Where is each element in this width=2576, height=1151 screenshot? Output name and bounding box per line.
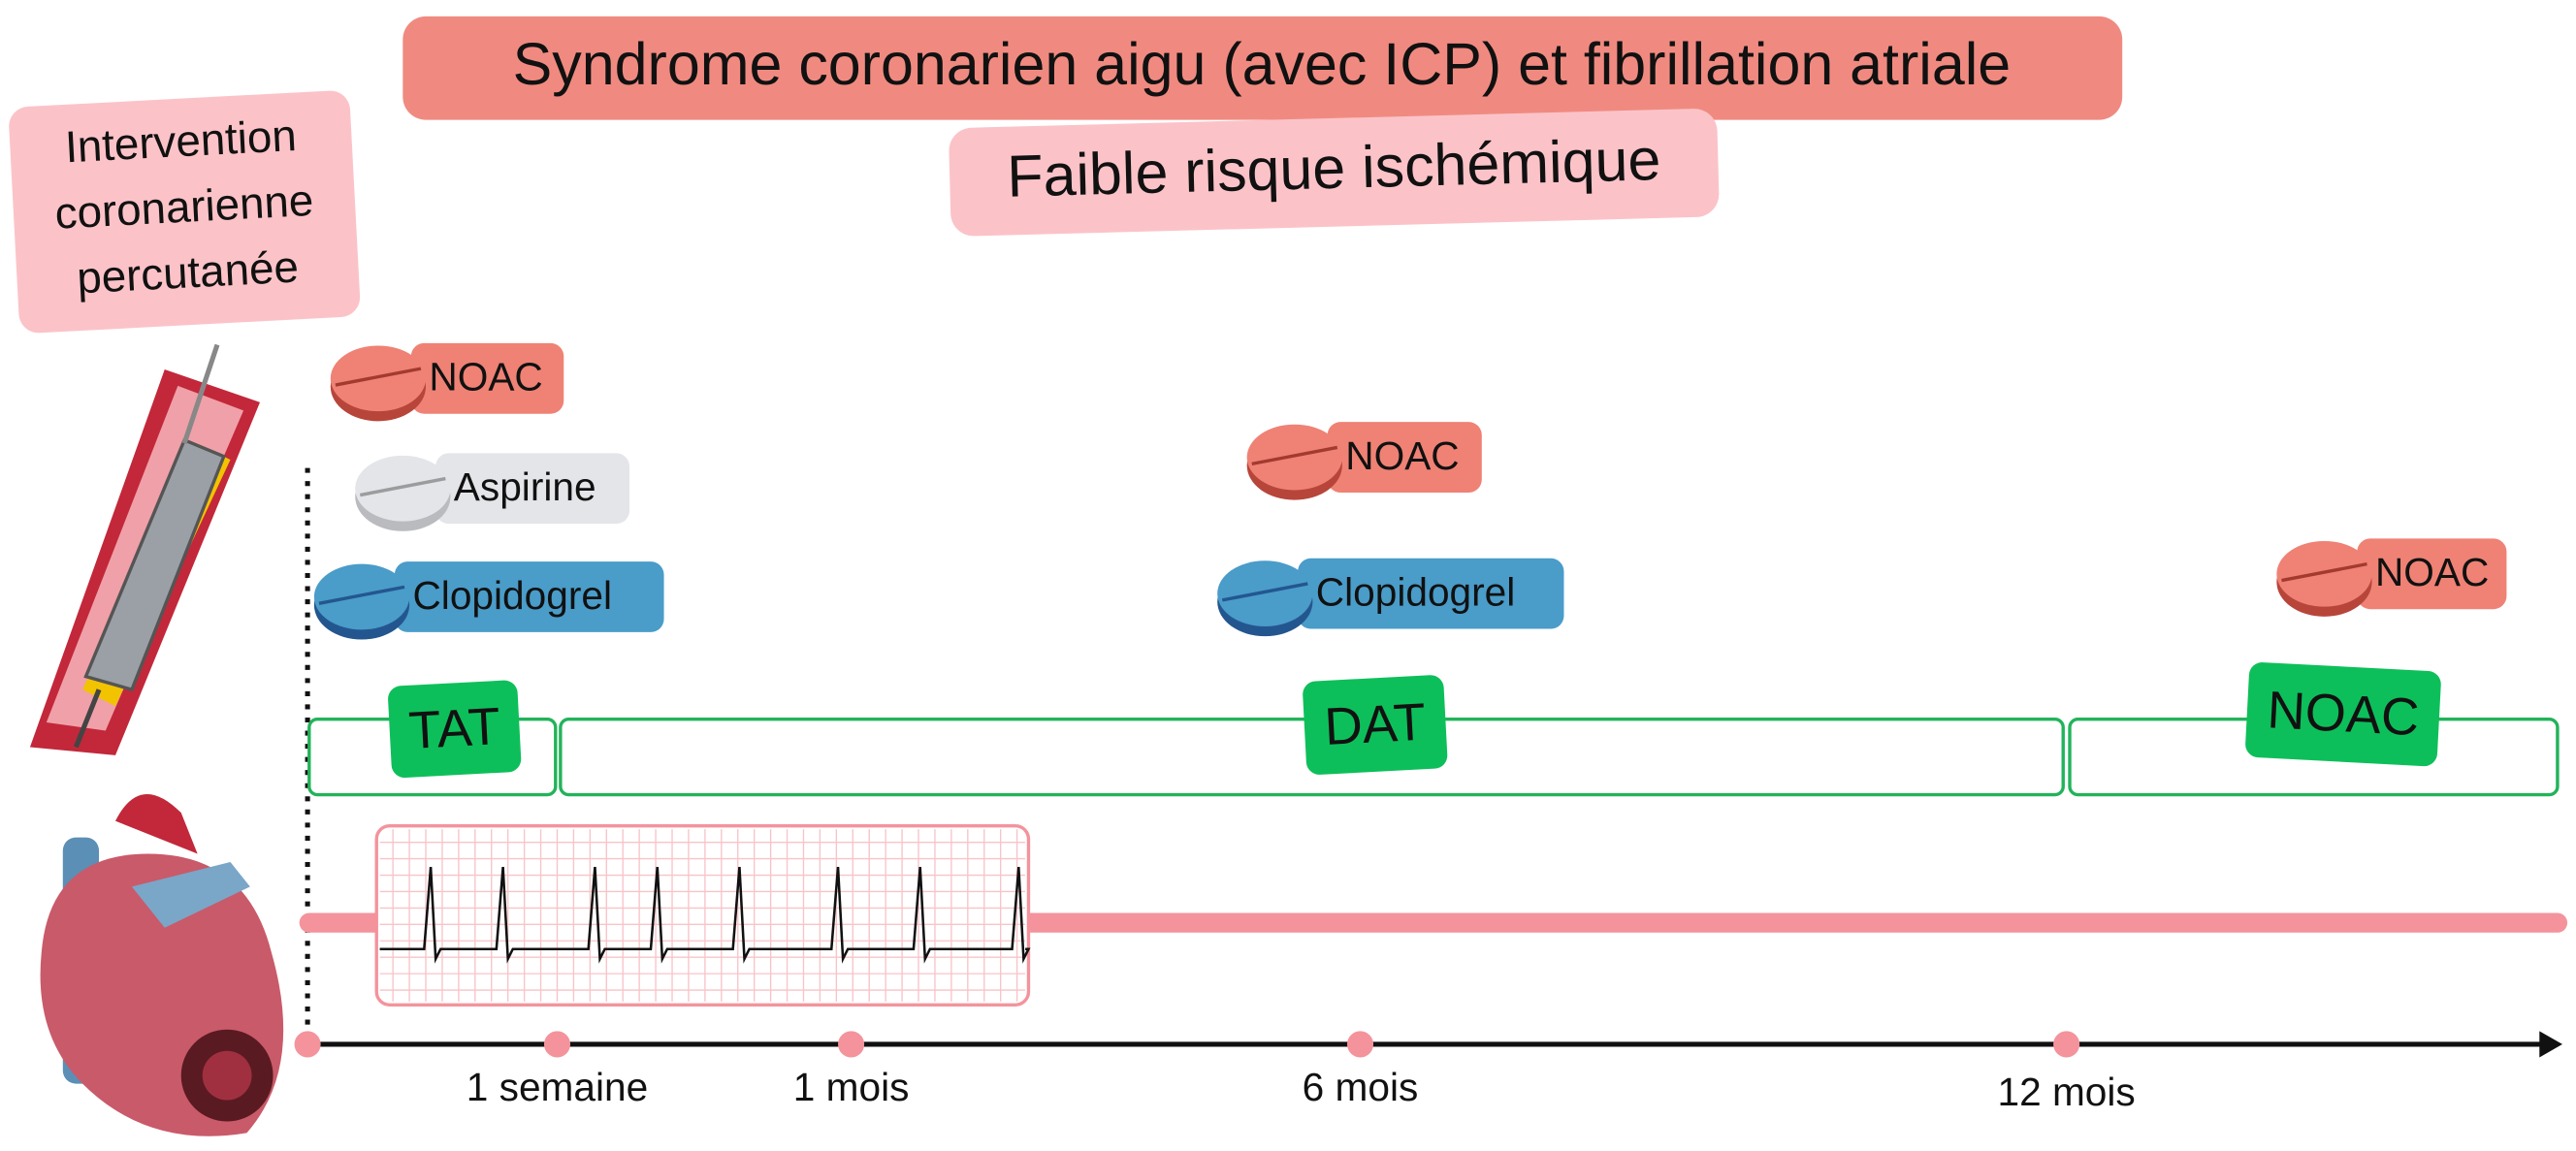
pill-score (359, 476, 446, 497)
time-dot (838, 1031, 865, 1058)
subtitle-group: Faible risque ischémique (949, 109, 1720, 237)
drug-label: Aspirine (454, 464, 596, 509)
ecg-trace (379, 866, 1031, 964)
stent-illustration (29, 343, 260, 755)
drug-label: Clopidogrel (1316, 570, 1516, 615)
ecg-frame (374, 824, 1031, 1007)
drug-label-box (2357, 538, 2507, 610)
phase-tag: TAT (388, 680, 522, 778)
time-label: 1 mois (793, 1065, 910, 1109)
phase-label: TAT (407, 697, 501, 760)
drug-label-box (410, 342, 564, 414)
time-label: 1 semaine (467, 1065, 648, 1109)
axis-arrow (2539, 1031, 2562, 1058)
procedure-group: Intervention coronarienne percutanée (9, 90, 361, 334)
time-label: 12 mois (1997, 1070, 2135, 1114)
drug-label: NOAC (429, 355, 542, 400)
pill-score (2281, 561, 2367, 583)
phase-tag-box (388, 680, 522, 778)
phase-tag-box (2245, 662, 2441, 767)
drug-label-box (1298, 558, 1564, 629)
drug-label: NOAC (1345, 433, 1459, 478)
time-dot (543, 1031, 571, 1058)
drug-label: Clopidogrel (412, 573, 612, 618)
phase-label: NOAC (2266, 681, 2420, 747)
phase-tag: NOAC (2245, 662, 2441, 767)
phase-label: DAT (1323, 693, 1427, 756)
procedure-label: percutanée (76, 242, 300, 304)
subtitle-box (949, 109, 1720, 237)
heart-illustration (40, 793, 284, 1136)
pill-score (1221, 582, 1308, 602)
ecg (374, 824, 1031, 1007)
phase-tag: DAT (1303, 675, 1448, 775)
procedure-label: Intervention (64, 111, 298, 172)
drug-label-box (1327, 422, 1482, 493)
pill-score (1251, 445, 1338, 466)
time-dot (2053, 1031, 2080, 1058)
title-box (402, 16, 2123, 120)
pill-score (335, 367, 422, 387)
time-label: 6 mois (1303, 1065, 1419, 1109)
phase-tag-box (1303, 675, 1448, 775)
title: Syndrome coronarien aigu (avec ICP) et f… (513, 31, 2011, 97)
drug-label-box (394, 561, 664, 632)
drug-label-box (435, 453, 629, 525)
procedure-box (9, 90, 361, 334)
pill-score (318, 585, 405, 605)
start-dot (294, 1031, 321, 1058)
drug-label: NOAC (2375, 550, 2489, 594)
time-dot (1346, 1031, 1374, 1058)
